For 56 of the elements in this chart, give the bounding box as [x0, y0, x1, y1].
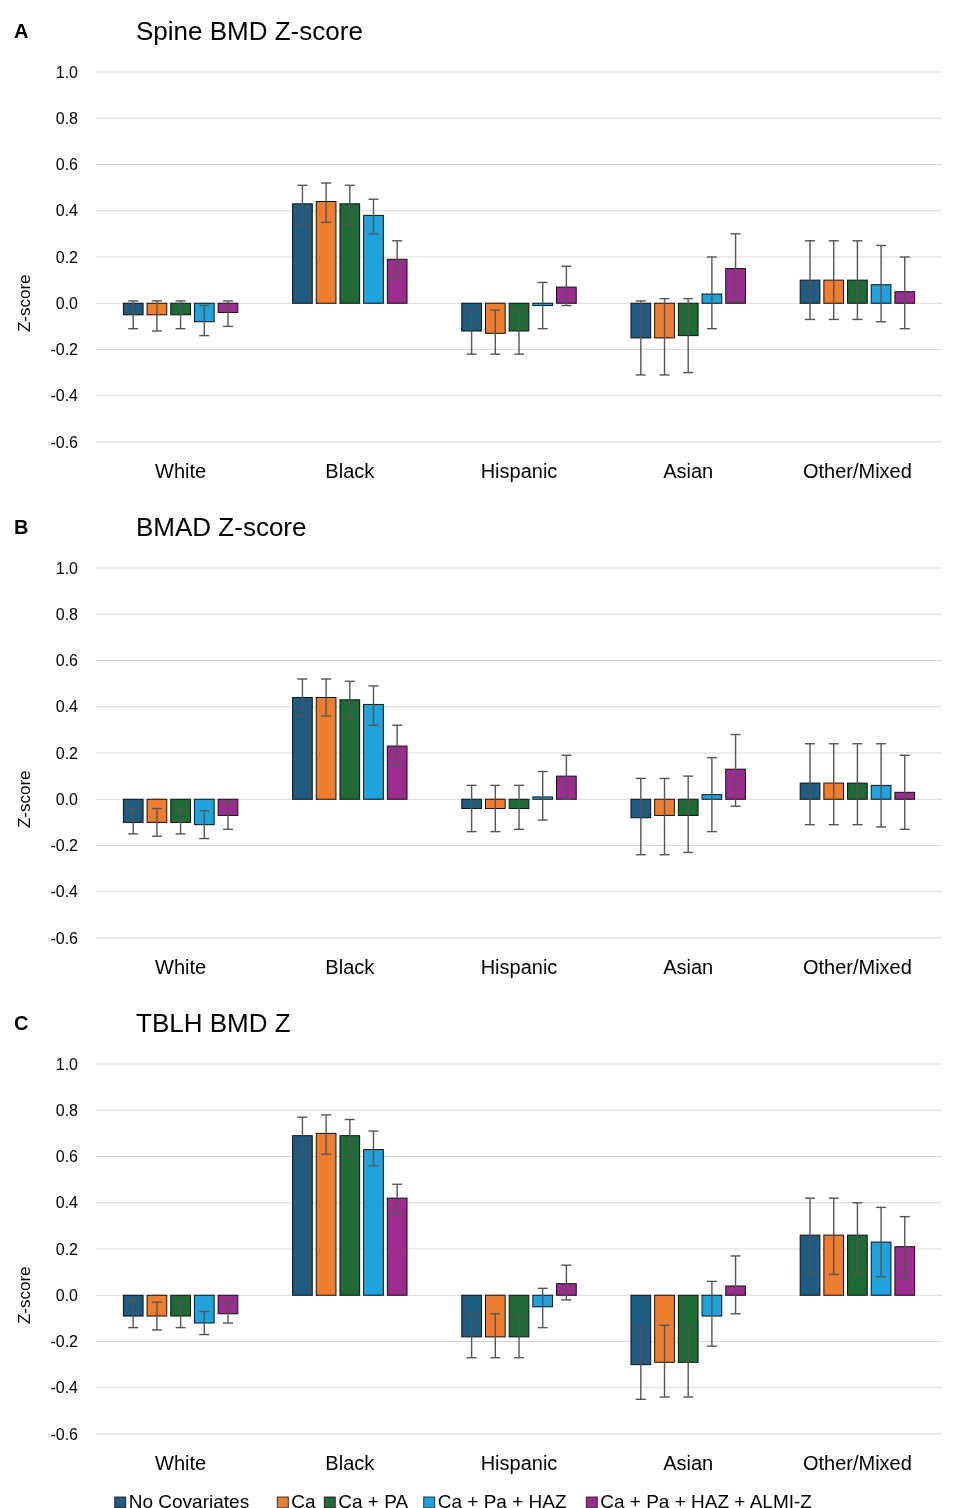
x-tick-label: White [155, 1452, 207, 1474]
x-tick-label: Asian [663, 460, 714, 482]
y-tick-label: -0.2 [50, 341, 79, 359]
y-tick-label: 0.0 [55, 294, 79, 312]
y-tick-label: -0.4 [50, 1379, 79, 1397]
x-tick-label: Hispanic [480, 956, 558, 978]
y-tick-label: 0.4 [55, 698, 79, 716]
x-tick-label: Hispanic [480, 460, 558, 482]
y-tick-label: -0.2 [50, 837, 79, 855]
text: B [14, 516, 29, 538]
y-tick-label: 0.8 [55, 605, 79, 623]
legend-label: Ca + Pa + HAZ [437, 1491, 567, 1508]
y-tick-label: 0.8 [55, 109, 79, 127]
legend-label: Ca + PA [338, 1491, 409, 1508]
legend-label: Ca + Pa + HAZ + ALMI-Z [600, 1491, 813, 1508]
y-tick-label: -0.6 [50, 433, 79, 451]
x-tick-label: Other/Mixed [802, 460, 912, 482]
x-tick-label: Asian [663, 956, 714, 978]
x-tick-label: Black [325, 460, 376, 482]
y-tick-label: 0.4 [55, 202, 79, 220]
y-tick-label: 0.4 [55, 1194, 79, 1212]
y-tick-label: 0.2 [55, 1240, 79, 1258]
y-tick-label: -0.4 [50, 883, 79, 901]
y-tick-label: 1.0 [55, 1055, 79, 1073]
y-tick-label: -0.4 [50, 387, 79, 405]
x-tick-label: Other/Mixed [802, 956, 912, 978]
legend-label: No Covariates [128, 1491, 250, 1508]
x-tick-label: White [155, 956, 207, 978]
text: C [14, 1012, 29, 1034]
y-axis-title: Z-score [15, 274, 34, 333]
y-axis-title: Z-score [15, 1266, 34, 1325]
y-tick-label: 0.2 [55, 744, 79, 762]
y-tick-label: 0.6 [55, 652, 79, 670]
y-tick-label: -0.6 [50, 1425, 79, 1443]
chart-title: BMAD Z-score [136, 512, 307, 542]
y-tick-label: 0.8 [55, 1101, 79, 1119]
x-tick-label: White [155, 460, 207, 482]
y-axis-title: Z-score [15, 770, 34, 829]
y-tick-label: 0.0 [55, 1286, 79, 1304]
chart-title: Spine BMD Z-score [136, 16, 363, 46]
legend-label: Ca [291, 1491, 316, 1508]
x-tick-label: Other/Mixed [802, 1452, 912, 1474]
text: A [14, 20, 29, 42]
chart-title: TBLH BMD Z [136, 1008, 291, 1038]
y-tick-label: -0.2 [50, 1333, 79, 1351]
y-tick-label: 0.6 [55, 1148, 79, 1166]
y-tick-label: 0.2 [55, 248, 79, 266]
x-tick-label: Asian [663, 1452, 714, 1474]
y-tick-label: 1.0 [55, 559, 79, 577]
x-tick-label: Black [325, 956, 376, 978]
y-tick-label: 1.0 [55, 63, 79, 81]
y-tick-label: 0.6 [55, 156, 79, 174]
x-tick-label: Hispanic [480, 1452, 558, 1474]
x-tick-label: Black [325, 1452, 376, 1474]
y-tick-label: 0.0 [55, 790, 79, 808]
y-tick-label: -0.6 [50, 929, 79, 947]
